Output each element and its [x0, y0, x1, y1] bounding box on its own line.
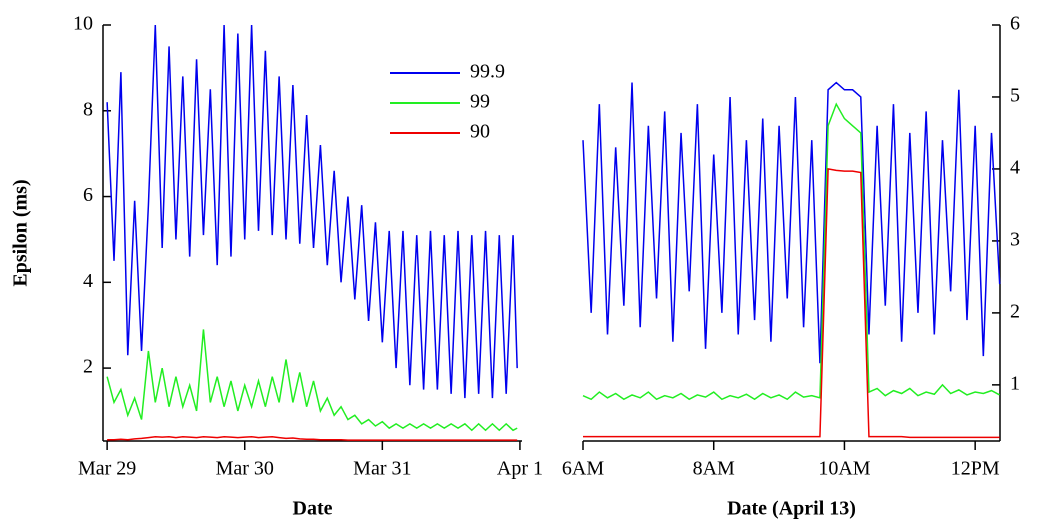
series-line: [583, 168, 1000, 439]
x-tick-label: 8AM: [693, 458, 735, 480]
series-line: [107, 435, 518, 441]
y-tick-label: 3: [1010, 229, 1020, 251]
x-axis-title: Date (April 13): [727, 498, 856, 520]
x-tick-label: 10AM: [818, 458, 870, 480]
y-tick-label: 2: [83, 356, 93, 378]
x-tick-label: 12PM: [951, 458, 1000, 480]
series-line: [106, 329, 518, 432]
y-axis-title: Epsilon (ms): [10, 179, 32, 286]
x-tick-label: Mar 30: [216, 458, 274, 480]
y-tick-label: 8: [83, 98, 93, 120]
y-tick-label: 4: [1010, 157, 1020, 179]
y-tick-label: 4: [83, 270, 93, 292]
y-tick-label: 6: [1010, 13, 1020, 35]
series-line: [582, 102, 1001, 401]
y-tick-label: 10: [73, 13, 93, 35]
x-tick-label: Apr 1: [497, 458, 543, 480]
x-tick-label: 6AM: [562, 458, 604, 480]
x-tick-label: Mar 31: [353, 458, 411, 480]
y-tick-label: 6: [83, 184, 93, 206]
y-tick-label: 2: [1010, 300, 1020, 322]
x-tick-label: Mar 29: [78, 458, 136, 480]
legend-label: 90: [470, 121, 490, 143]
series-line: [106, 24, 518, 399]
x-axis-title: Date: [293, 498, 333, 520]
legend-label: 99.9: [470, 61, 505, 83]
y-tick-label: 1: [1010, 372, 1020, 394]
legend-label: 99: [470, 91, 490, 113]
series-line: [582, 81, 1001, 364]
y-tick-label: 5: [1010, 85, 1020, 107]
